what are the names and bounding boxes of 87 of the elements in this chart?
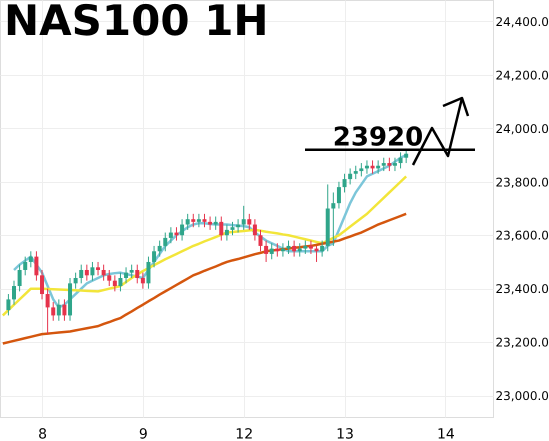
- candlestick: [286, 240, 291, 254]
- candlestick: [247, 213, 252, 230]
- candlestick: [392, 157, 397, 172]
- candlestick: [404, 149, 408, 164]
- candlestick: [62, 298, 66, 322]
- candlestick: [112, 274, 117, 292]
- candlestick: [336, 181, 341, 209]
- candlestick: [174, 226, 178, 242]
- candlestick: [370, 160, 375, 174]
- candlestick: [264, 240, 268, 262]
- candlestick: [292, 240, 296, 258]
- candlestick: [186, 213, 190, 230]
- candlestick: [84, 264, 89, 282]
- candlestick: [34, 250, 38, 282]
- candlestick: [308, 240, 313, 254]
- candlestick: [90, 261, 94, 282]
- candlestick: [51, 302, 56, 322]
- x-tick-label: 8: [38, 426, 47, 441]
- candlestick: [46, 288, 50, 335]
- candlestick: [202, 213, 206, 228]
- line-series: [2, 212, 408, 345]
- y-tick-label: 24,400.0: [496, 14, 549, 29]
- candlestick: [224, 224, 229, 242]
- candlestick: [382, 157, 386, 172]
- candlestick: [191, 213, 196, 228]
- candlestick: [359, 162, 364, 177]
- candlestick: [214, 216, 218, 230]
- candlestick: [135, 264, 140, 284]
- y-tick-label: 23,000.0: [496, 389, 549, 404]
- candlestick: [28, 250, 33, 268]
- candlestick: [236, 218, 240, 234]
- y-tick-label: 23,400.0: [496, 282, 549, 296]
- candlestick: [196, 213, 201, 228]
- candlestick: [331, 192, 336, 246]
- candlestick: [152, 245, 156, 268]
- candlestick: [79, 264, 84, 284]
- candlestick: [208, 216, 212, 230]
- candlestick: [23, 256, 28, 276]
- candlestick: [314, 245, 319, 262]
- candlestick: [376, 160, 380, 174]
- candlestick: [270, 242, 274, 260]
- candlestick: [280, 242, 285, 258]
- candlestick: [74, 272, 78, 290]
- y-tick-label: 23,200.0: [496, 336, 549, 350]
- candlestick: [387, 157, 392, 172]
- x-tick-label: 12: [235, 426, 254, 441]
- y-tick-label: 23,600.0: [496, 228, 549, 243]
- candlestick: [398, 152, 403, 169]
- candlestick: [342, 173, 347, 193]
- candlestick: [102, 264, 106, 282]
- candlestick: [258, 229, 263, 252]
- ref-line-label: 23920: [332, 122, 424, 153]
- y-tick-label: 24,000.0: [496, 122, 549, 136]
- candlestick: [303, 240, 308, 254]
- candlestick: [96, 261, 100, 276]
- candlestick: [242, 205, 246, 230]
- line-series: [2, 175, 408, 317]
- candlestick: [118, 272, 122, 292]
- x-tick-label: 13: [336, 426, 354, 441]
- x-tick-label: 14: [436, 426, 455, 441]
- candlestick: [163, 232, 168, 252]
- candlestick: [364, 160, 369, 174]
- candlestick: [6, 294, 10, 316]
- candlestick: [348, 168, 352, 185]
- candlestick: [146, 256, 150, 290]
- candlestick: [40, 269, 44, 300]
- y-tick-label: 24,200.0: [496, 68, 549, 82]
- candlestick: [18, 264, 22, 292]
- candlestick: [12, 280, 16, 306]
- candlestick: [230, 221, 234, 236]
- candlestick: [158, 240, 162, 258]
- candlestick: [140, 272, 145, 290]
- candlestick: [124, 266, 128, 284]
- candlestick: [252, 218, 257, 242]
- candlestick: [275, 242, 280, 258]
- candlestick: [320, 240, 324, 258]
- candlestick: [180, 218, 184, 242]
- candlestick: [219, 216, 224, 242]
- candlestick: [107, 269, 112, 287]
- x-tick-label: 9: [138, 426, 148, 441]
- chart-title: NAS100 1H: [4, 0, 269, 45]
- y-tick-label: 23,800.0: [496, 175, 549, 190]
- candlestick: [298, 242, 302, 258]
- candlestick: [354, 165, 358, 180]
- candlestick: [168, 226, 173, 244]
- candlestick: [130, 264, 134, 278]
- candlestick: [56, 298, 61, 322]
